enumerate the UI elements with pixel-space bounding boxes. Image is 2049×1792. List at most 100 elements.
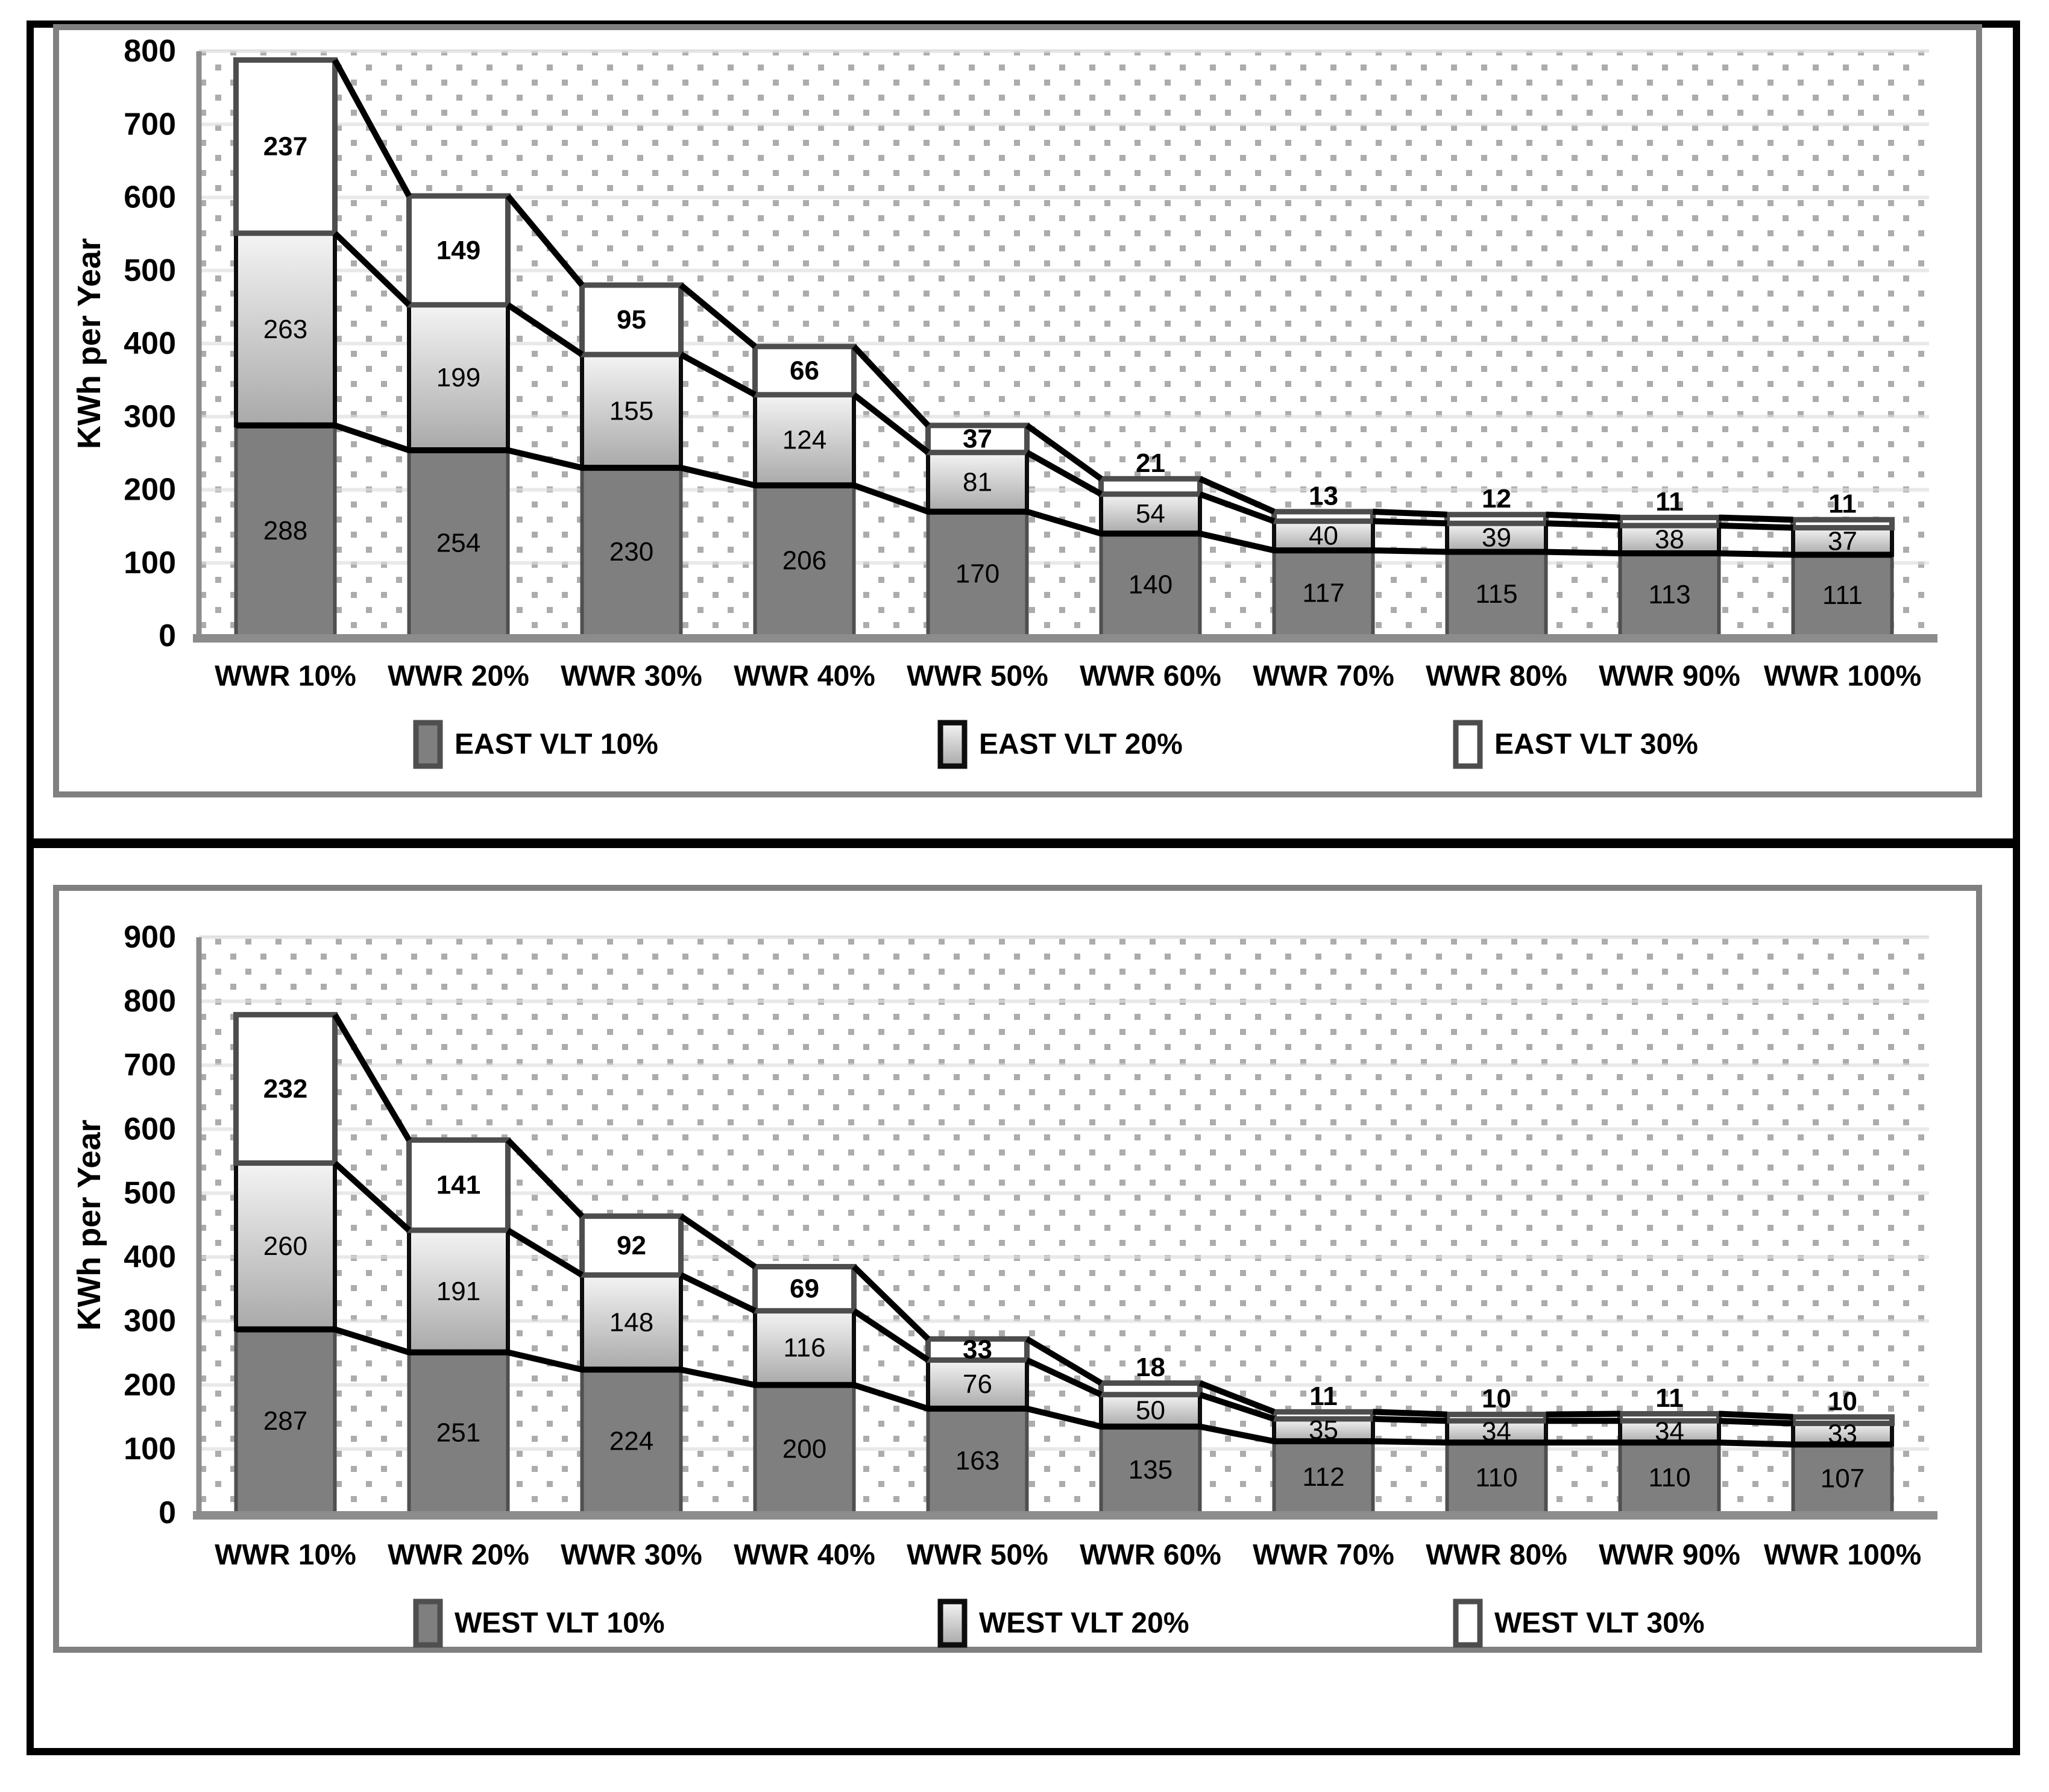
legend-label: WEST VLT 10% <box>455 1608 665 1640</box>
data-label: 10 <box>1828 1386 1857 1416</box>
legend-item: EAST VLT 10% <box>413 720 658 769</box>
y-tick-label: 900 <box>124 920 176 955</box>
series-line <box>851 344 931 428</box>
series-line <box>679 351 757 398</box>
series-line <box>852 1264 930 1341</box>
x-axis-label: WWR 20% <box>388 661 529 693</box>
data-label: 230 <box>609 537 653 567</box>
data-label: 224 <box>609 1427 653 1456</box>
bar-segment <box>580 466 683 638</box>
bar-segment <box>753 1383 856 1515</box>
y-tick-label: 400 <box>124 326 176 361</box>
bar-segment <box>1098 476 1203 497</box>
bar-segment <box>1445 550 1548 638</box>
series-line <box>333 1160 411 1233</box>
bar-segment <box>580 1368 683 1515</box>
data-label: 237 <box>263 132 307 162</box>
data-label: 191 <box>436 1277 480 1306</box>
bar-segment <box>1790 517 1895 531</box>
data-label: 66 <box>790 356 819 385</box>
bar-segment <box>1271 509 1376 524</box>
legend-label: EAST VLT 30% <box>1494 729 1698 761</box>
bar-segment <box>1618 551 1721 638</box>
x-axis-label: WWR 50% <box>907 1539 1048 1571</box>
bar-segment <box>234 1327 337 1515</box>
data-label: 33 <box>1828 1419 1857 1448</box>
data-label: 40 <box>1309 521 1338 550</box>
west-chart-panel: 0 100 200 300 400 500 600 700 800 900 KWh per Year… <box>53 885 1982 1653</box>
y-tick-label: 100 <box>124 1432 176 1467</box>
data-label: 135 <box>1128 1455 1172 1485</box>
data-label: 124 <box>782 426 826 455</box>
bar-segment <box>1098 1380 1203 1398</box>
y-tick-label: 500 <box>124 1175 176 1210</box>
legend-item: EAST VLT 20% <box>937 720 1183 769</box>
series-line <box>1719 514 1793 523</box>
bar-segment <box>233 57 338 236</box>
series-line <box>1025 450 1103 497</box>
bar-segment <box>1617 1411 1722 1424</box>
series-line <box>332 1013 412 1142</box>
legend-label: EAST VLT 20% <box>979 729 1183 761</box>
series-line <box>1198 1391 1276 1422</box>
data-label: 170 <box>955 559 999 588</box>
x-axis-label: WWR 90% <box>1599 1539 1740 1571</box>
series-line <box>1719 1418 1793 1427</box>
legend-label: EAST VLT 10% <box>455 729 658 761</box>
y-tick-label: 200 <box>124 473 176 508</box>
series-line <box>1198 1380 1276 1415</box>
series-line <box>1198 476 1276 515</box>
data-label: 33 <box>963 1335 992 1364</box>
bar-segment <box>1271 1409 1376 1422</box>
data-label: 141 <box>436 1171 480 1200</box>
bar-segment <box>752 344 857 398</box>
data-label: 69 <box>790 1274 819 1304</box>
data-label: 116 <box>783 1333 825 1363</box>
y-tick-label: 600 <box>124 180 176 215</box>
legend-swatch <box>413 1599 443 1648</box>
y-tick-label: 500 <box>124 253 176 288</box>
legend-item: WEST VLT 20% <box>937 1599 1189 1648</box>
bar-segment <box>753 483 856 638</box>
data-label: 263 <box>263 315 307 344</box>
data-label: 95 <box>617 305 646 335</box>
legend-swatch <box>413 720 443 769</box>
x-axis-label: WWR 50% <box>907 661 1048 693</box>
x-axis-label: WWR 70% <box>1253 661 1394 693</box>
data-label: 111 <box>1822 580 1863 610</box>
y-axis-title: KWh per Year <box>71 1119 107 1330</box>
data-label: 260 <box>263 1231 307 1261</box>
x-axis-label: WWR 90% <box>1599 661 1740 693</box>
y-tick-label: 800 <box>124 984 176 1019</box>
series-line <box>1373 518 1447 527</box>
bar-segment <box>926 450 1029 514</box>
data-label: 11 <box>1828 489 1857 519</box>
data-label: 148 <box>609 1307 653 1337</box>
series-line <box>1025 423 1103 482</box>
legend-item: WEST VLT 30% <box>1453 1599 1705 1648</box>
legend-swatch <box>1453 720 1483 769</box>
data-label: 81 <box>963 467 992 497</box>
data-label: 113 <box>1648 580 1690 609</box>
data-label: 18 <box>1136 1353 1165 1382</box>
legend-item: WEST VLT 10% <box>413 1599 665 1648</box>
bar-segment <box>752 1263 857 1314</box>
y-tick-label: 600 <box>124 1111 176 1146</box>
x-axis-label: WWR 80% <box>1426 661 1567 693</box>
x-axis-label: WWR 40% <box>734 661 875 693</box>
bar-segment <box>1791 553 1894 638</box>
bar-segment <box>925 423 1030 456</box>
data-label: 155 <box>609 397 653 426</box>
bar-segment <box>926 509 1029 638</box>
series-line <box>1719 522 1793 531</box>
x-axis-label: WWR 40% <box>734 1539 875 1571</box>
bar-segment <box>233 1011 338 1166</box>
data-label: 34 <box>1482 1417 1511 1447</box>
data-label: 140 <box>1128 570 1172 600</box>
series-line <box>1198 491 1276 524</box>
data-label: 34 <box>1655 1417 1684 1447</box>
data-label: 110 <box>1475 1463 1517 1492</box>
y-tick-label: 100 <box>124 545 176 580</box>
